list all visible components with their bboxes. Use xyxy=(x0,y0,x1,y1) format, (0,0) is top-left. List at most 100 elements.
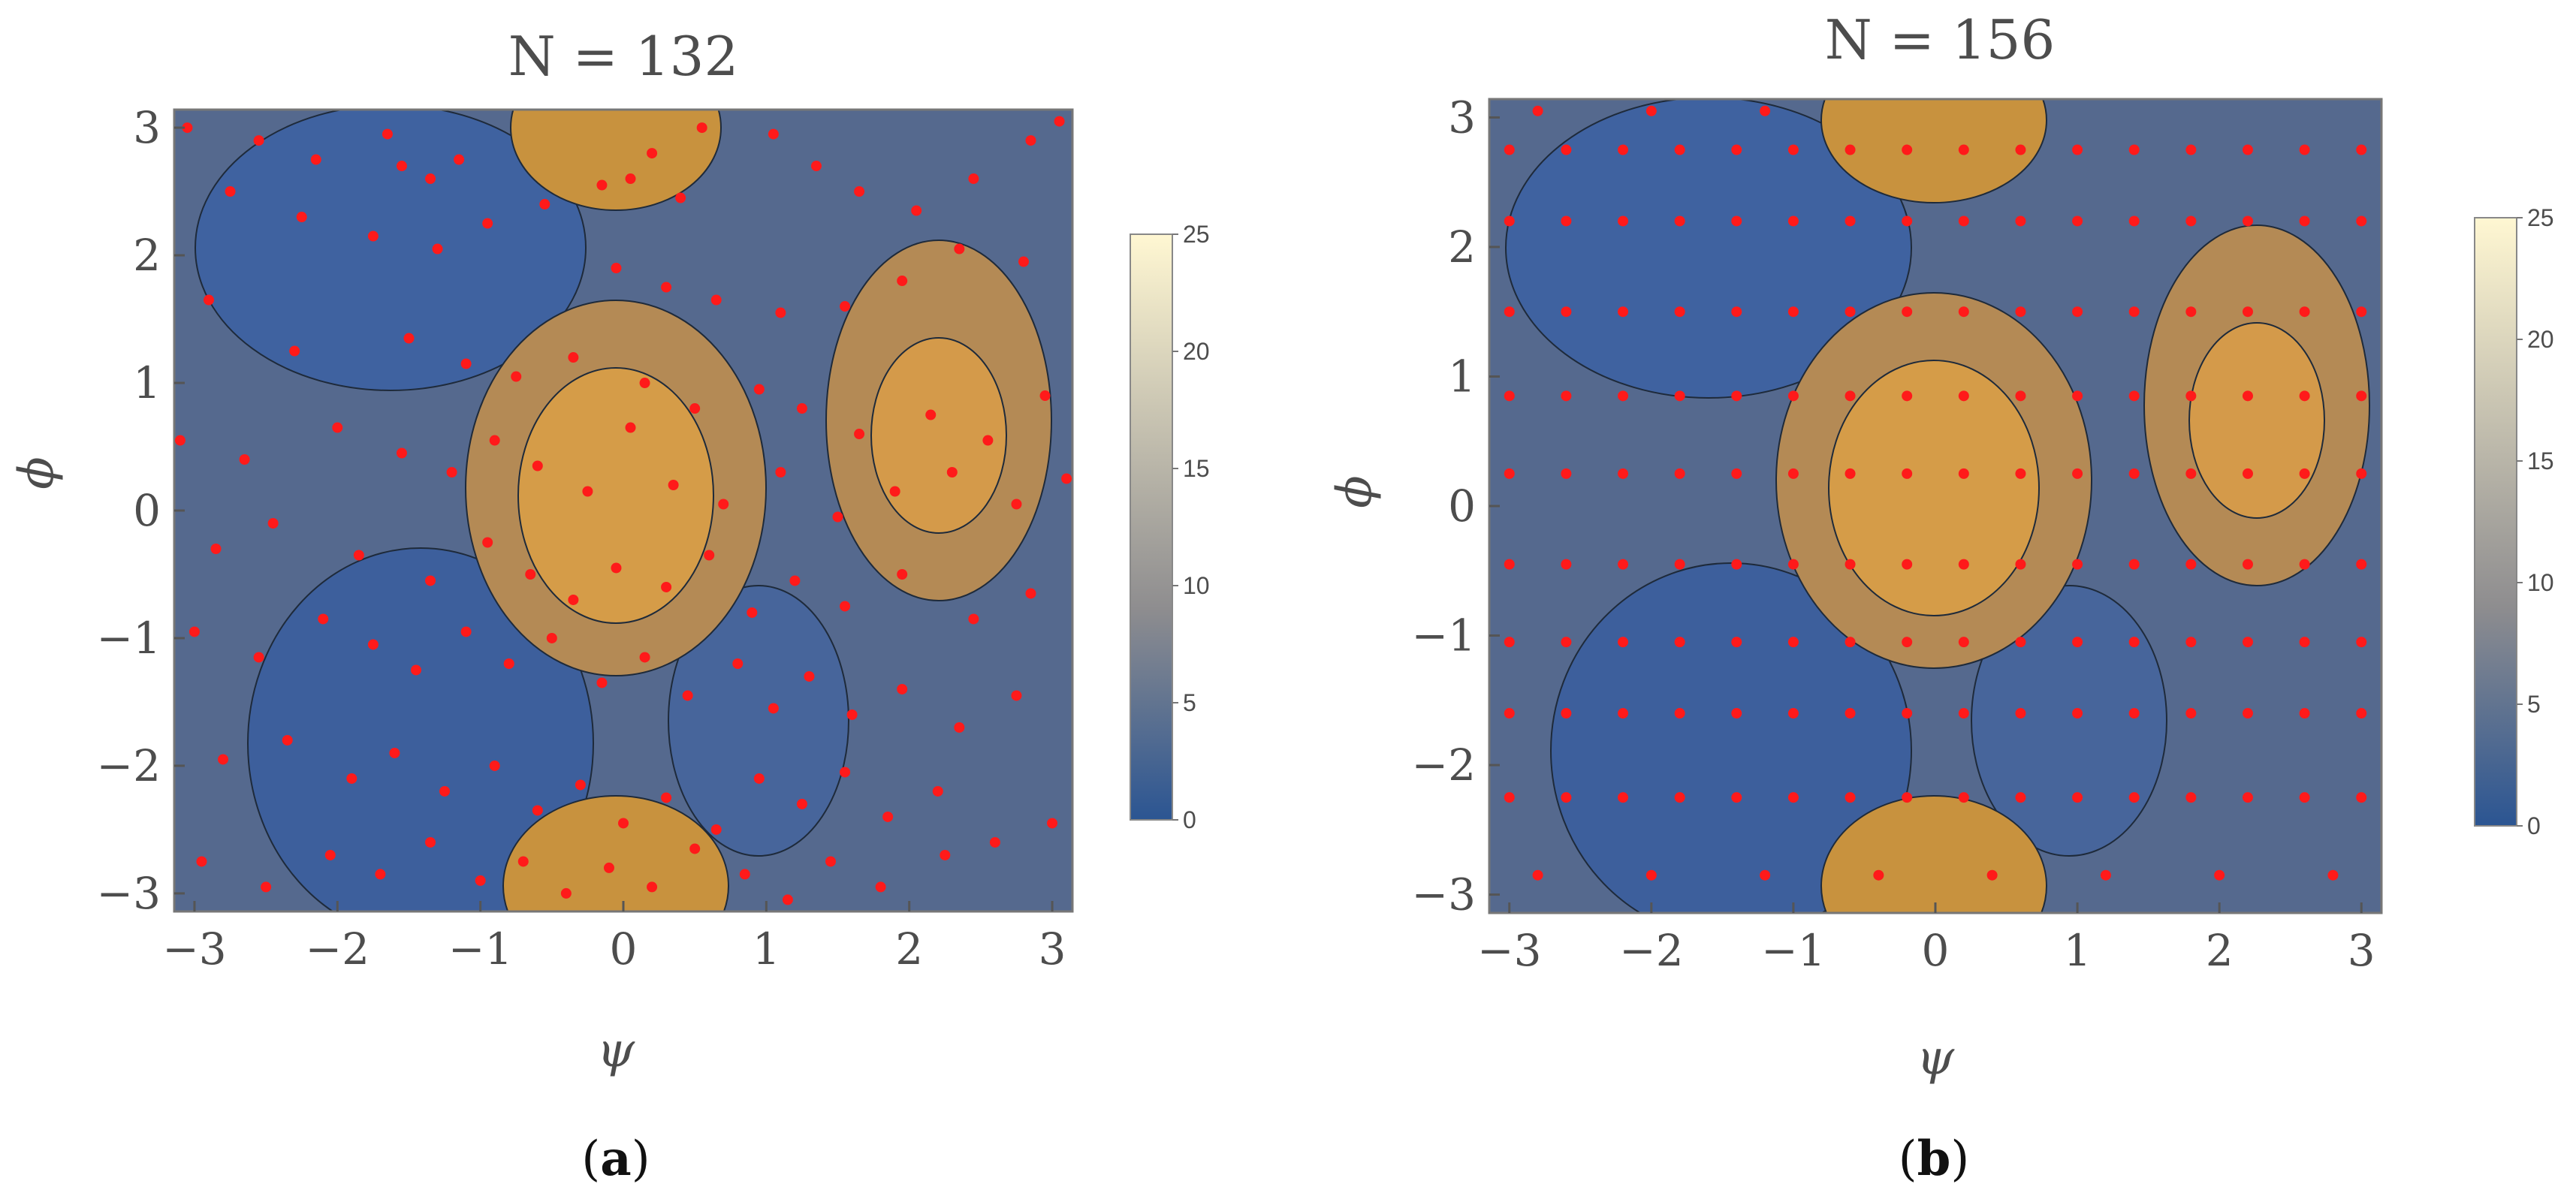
sample-point xyxy=(2015,215,2026,227)
sample-point xyxy=(732,658,744,669)
sample-point xyxy=(696,122,707,134)
colorbar-tick-label: 0 xyxy=(2527,812,2541,839)
sample-point xyxy=(1561,468,1572,479)
colorbar-ticks: 25 20 15 10 5 0 xyxy=(1172,221,1210,833)
sample-point xyxy=(1958,708,1969,719)
sample-point xyxy=(1787,637,1799,648)
sample-point xyxy=(854,186,865,197)
sample-point xyxy=(753,773,765,784)
x-axis-label: ψ xyxy=(597,1023,635,1078)
sample-point xyxy=(2356,144,2367,155)
sample-point xyxy=(1561,144,1572,155)
y-tick-label: −2 xyxy=(1412,740,1477,791)
colorbar-tick-label: 15 xyxy=(2527,447,2554,474)
sample-point xyxy=(1986,869,1998,881)
sample-point xyxy=(1504,390,1515,402)
sample-point xyxy=(1674,468,1685,479)
sample-point xyxy=(1731,708,1742,719)
sample-point xyxy=(2242,144,2253,155)
sample-point xyxy=(596,677,608,688)
sample-point xyxy=(1561,792,1572,803)
sample-point xyxy=(2015,708,2026,719)
sample-point xyxy=(1025,588,1036,599)
sample-point xyxy=(1787,215,1799,227)
sample-points xyxy=(174,116,1072,905)
sample-point xyxy=(596,179,608,191)
sample-point xyxy=(710,824,722,835)
sample-point xyxy=(1504,637,1515,648)
sample-point xyxy=(832,511,843,523)
sample-point xyxy=(367,639,379,650)
sample-point xyxy=(1618,215,1629,227)
sample-point xyxy=(661,282,672,293)
sample-point xyxy=(582,486,593,497)
sample-point xyxy=(425,575,436,586)
sample-point xyxy=(1025,135,1036,146)
sample-point xyxy=(267,517,279,529)
colorbar-tick-label: 15 xyxy=(1183,455,1210,482)
sample-point xyxy=(2072,215,2083,227)
sample-point xyxy=(2072,468,2083,479)
sample-point xyxy=(2185,559,2197,570)
sample-point xyxy=(2242,306,2253,318)
sample-point xyxy=(353,550,364,561)
x-tick-label: −1 xyxy=(448,923,513,975)
x-tick-label: 1 xyxy=(753,923,780,975)
sample-point xyxy=(324,849,336,860)
sample-point xyxy=(1561,559,1572,570)
sample-point xyxy=(2299,637,2310,648)
sample-point xyxy=(661,581,672,592)
sample-point xyxy=(2185,468,2197,479)
sample-point xyxy=(367,230,379,242)
sample-point xyxy=(218,754,229,765)
sample-point xyxy=(704,550,715,561)
sample-point xyxy=(1902,468,1913,479)
sample-point xyxy=(489,435,500,446)
sample-point xyxy=(2299,390,2310,402)
colorbar-tick-label: 20 xyxy=(1183,338,1210,365)
sample-point xyxy=(1787,306,1799,318)
y-tick-label: −1 xyxy=(97,613,161,664)
sample-point xyxy=(1618,390,1629,402)
sample-point xyxy=(1618,637,1629,648)
contour-field xyxy=(1489,99,2381,913)
sample-point xyxy=(1504,792,1515,803)
sample-point xyxy=(2128,144,2140,155)
sample-point xyxy=(460,358,472,369)
sample-point xyxy=(603,862,614,873)
sample-point xyxy=(739,869,750,880)
sample-point xyxy=(2327,869,2339,881)
sample-point xyxy=(1504,559,1515,570)
contour-basin xyxy=(1971,585,2167,857)
contour-peak xyxy=(502,795,729,911)
sample-point xyxy=(718,499,729,510)
y-tick-label: −3 xyxy=(97,868,161,919)
y-axis-ticks: 3 2 1 0 −1 −2 −3 xyxy=(1412,92,1500,920)
sample-point xyxy=(1618,792,1629,803)
sample-point xyxy=(1731,792,1742,803)
x-axis-label: ψ xyxy=(1917,1030,1955,1086)
sample-point xyxy=(796,798,807,809)
x-tick-label: 1 xyxy=(2064,925,2092,976)
sample-point xyxy=(2015,306,2026,318)
sample-point xyxy=(403,333,415,344)
colorbar-tick-label: 5 xyxy=(1183,689,1196,716)
sample-point xyxy=(2185,708,2197,719)
chart-title: N = 132 xyxy=(508,25,739,88)
sample-point xyxy=(2185,792,2197,803)
sample-point xyxy=(1504,215,1515,227)
sample-point xyxy=(2072,792,2083,803)
sample-point xyxy=(2299,468,2310,479)
sample-point xyxy=(1731,468,1742,479)
sample-point xyxy=(840,601,851,612)
sample-point xyxy=(775,307,786,318)
sample-point xyxy=(810,161,822,172)
sample-point xyxy=(1561,215,1572,227)
sample-point xyxy=(1958,559,1969,570)
sample-point xyxy=(253,135,264,146)
sample-point xyxy=(289,345,300,357)
colorbar-tick-label: 25 xyxy=(2527,204,2554,231)
sample-point xyxy=(1731,390,1742,402)
sample-point xyxy=(2015,390,2026,402)
sample-point xyxy=(2356,792,2367,803)
